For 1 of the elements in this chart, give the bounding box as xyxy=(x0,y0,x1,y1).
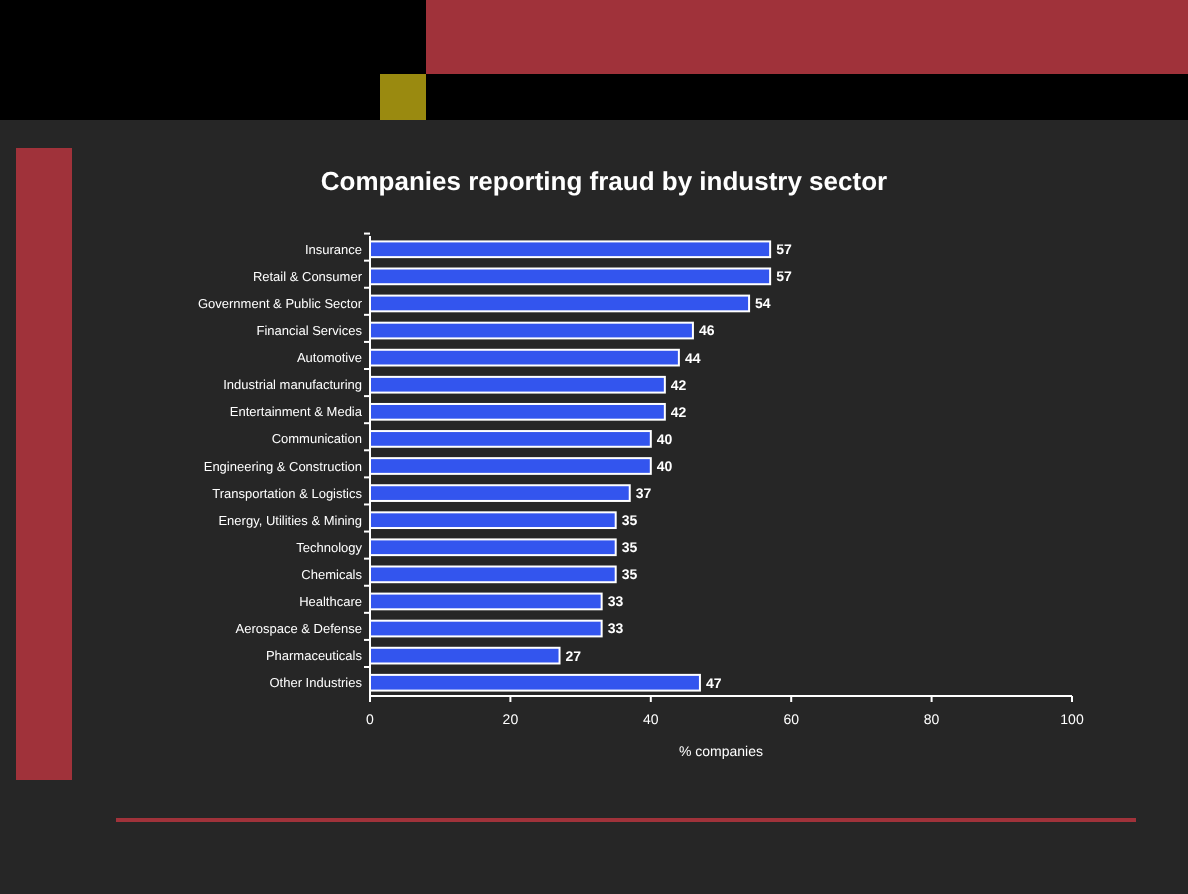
chart-title: Companies reporting fraud by industry sector xyxy=(320,166,888,196)
